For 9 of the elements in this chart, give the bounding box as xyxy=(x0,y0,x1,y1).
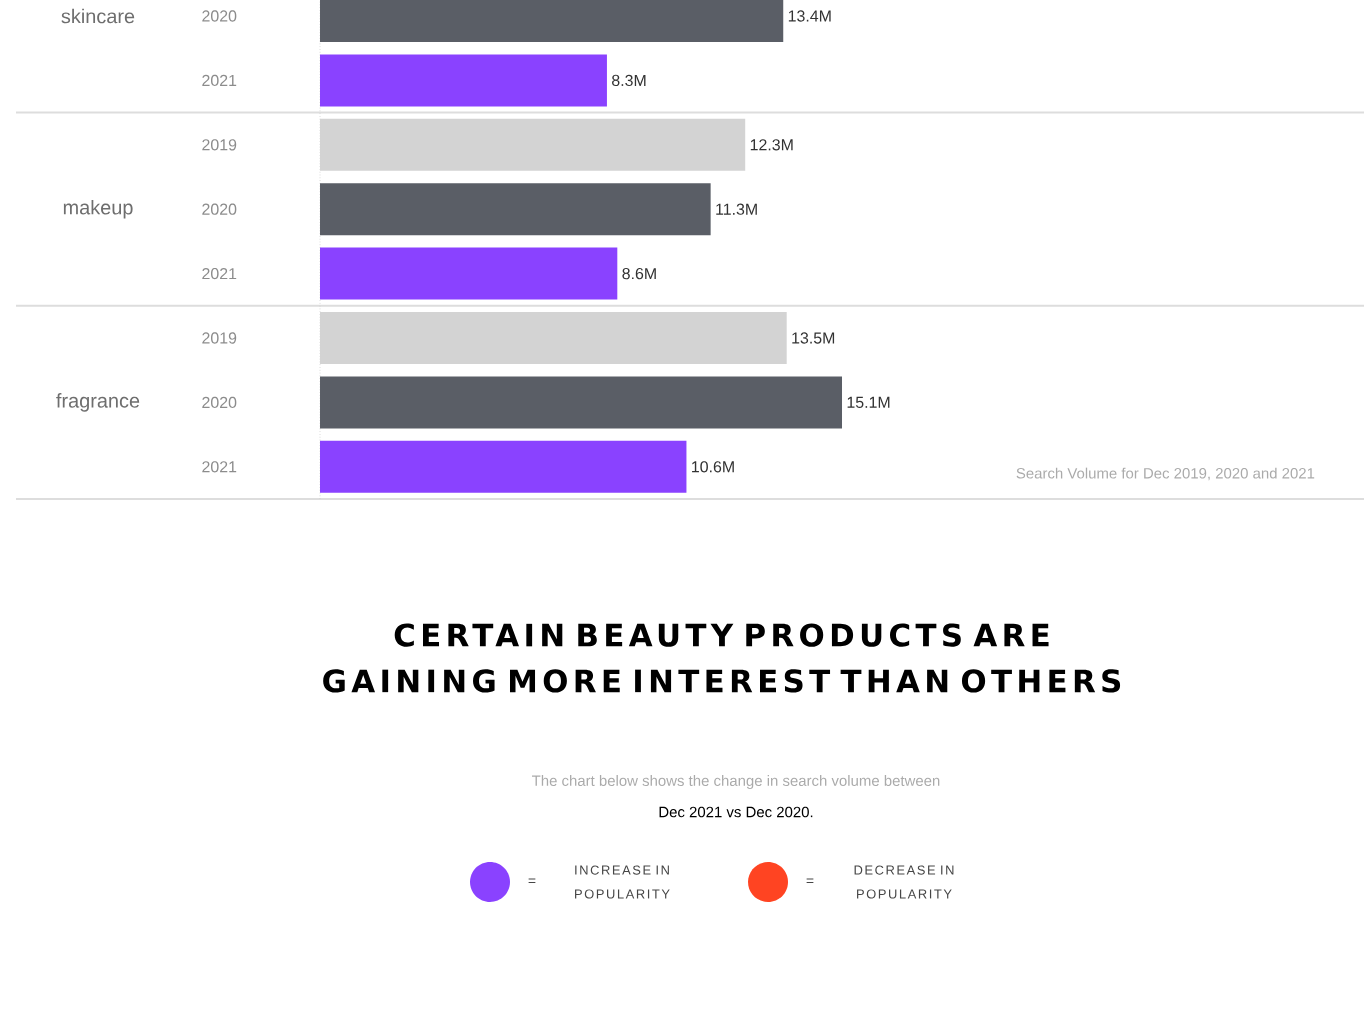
text: fragrance xyxy=(56,393,140,412)
text: skincare xyxy=(61,8,135,24)
bar xyxy=(320,247,618,300)
bar xyxy=(320,440,687,493)
bar xyxy=(320,54,607,107)
text: makeup xyxy=(63,199,133,219)
text: CERTAIN BEAUTY PRODUCTS ARE GAINING MORE INTEREST THAN OTHERS xyxy=(323,623,1121,693)
bar xyxy=(320,183,711,236)
bar xyxy=(320,376,843,429)
